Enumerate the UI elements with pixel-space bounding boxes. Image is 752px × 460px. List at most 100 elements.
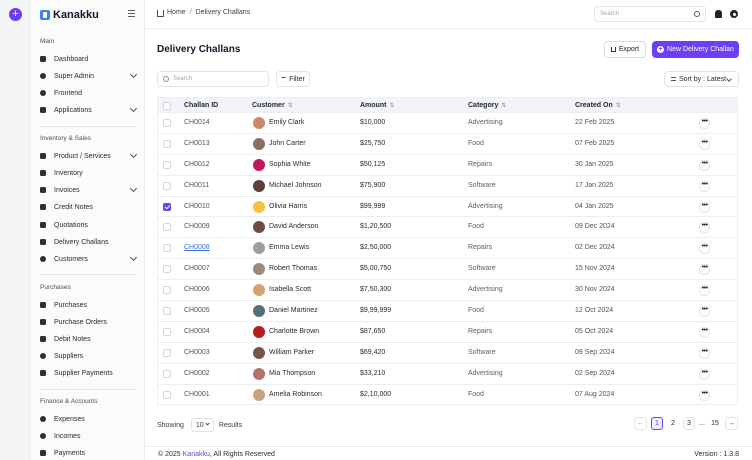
sidebar-item-invoices[interactable]: Invoices	[40, 183, 138, 197]
row-actions-button[interactable]: •••	[699, 201, 710, 213]
row-actions-button[interactable]: •••	[699, 264, 710, 276]
table-row[interactable]: CH0003 William Parker $69,420 Software 09 Se…	[157, 342, 738, 364]
footer-brand-link[interactable]: Kanakku	[182, 451, 210, 458]
settings-gear-icon[interactable]	[730, 10, 738, 18]
sidebar-item-purchase-orders[interactable]: Purchase Orders	[40, 315, 136, 329]
sidebar-item-applications[interactable]: Applications	[40, 103, 138, 117]
new-delivery-challan-button[interactable]: + New Delivery Challan	[652, 41, 739, 58]
column-category[interactable]: Category ⇅	[468, 102, 507, 109]
sidebar-item-incomes[interactable]: Incomes	[40, 429, 136, 443]
row-checkbox[interactable]	[163, 119, 171, 127]
row-checkbox[interactable]	[163, 369, 171, 378]
notification-bell-icon[interactable]	[715, 10, 722, 18]
export-button[interactable]: Export	[604, 41, 646, 58]
breadcrumb-home[interactable]: Home	[167, 9, 186, 16]
select-all-checkbox[interactable]	[163, 101, 171, 110]
page-3-button[interactable]: 3	[683, 417, 695, 430]
add-icon[interactable]: +	[9, 8, 22, 21]
sidebar-item-product-services[interactable]: Product / Services	[40, 149, 138, 163]
sidebar-item-frontend[interactable]: Frontend	[40, 86, 136, 100]
column-created-on[interactable]: Created On ⇅	[575, 102, 621, 109]
row-checkbox[interactable]	[163, 307, 171, 316]
customer-name[interactable]: Isabella Scott	[269, 286, 312, 294]
table-row[interactable]: CH0002 Mia Thompson $33,210 Advertising 02 S…	[157, 363, 738, 385]
sidebar-item-customers[interactable]: Customers	[40, 252, 138, 266]
menu-toggle-icon[interactable]	[128, 10, 135, 17]
sidebar-item-purchases[interactable]: Purchases	[40, 298, 136, 312]
table-row[interactable]: CH0007 Robert Thomas $5,00,750 Software 15 N…	[157, 259, 738, 281]
filter-button[interactable]: Filter	[276, 71, 310, 87]
table-row[interactable]: CH0004 Charlotte Brown $87,650 Repairs 05 Oc…	[157, 321, 738, 343]
row-actions-button[interactable]: •••	[699, 306, 710, 318]
sidebar-item-credit-notes[interactable]: Credit Notes	[40, 200, 136, 214]
customer-name[interactable]: Amelia Robinson	[269, 390, 322, 398]
row-actions-button[interactable]: •••	[699, 347, 710, 359]
sidebar-item-inventory[interactable]: Inventory	[40, 166, 136, 180]
row-checkbox[interactable]	[163, 202, 171, 211]
row-actions-button[interactable]: •••	[699, 389, 710, 401]
row-checkbox[interactable]	[163, 390, 171, 399]
row-actions-button[interactable]: •••	[699, 368, 710, 380]
sidebar-item-dashboard[interactable]: Dashboard	[40, 52, 136, 66]
per-page-select[interactable]: 10	[190, 418, 214, 432]
row-checkbox[interactable]	[163, 139, 171, 148]
row-checkbox[interactable]	[163, 160, 171, 169]
home-icon[interactable]	[157, 10, 164, 17]
table-row[interactable]: CH0001 Amelia Robinson $2,10,000 Food 07 Aug…	[157, 384, 738, 406]
row-checkbox[interactable]	[163, 265, 171, 274]
column-amount[interactable]: Amount ⇅	[360, 102, 395, 109]
page-2-button[interactable]: 2	[671, 420, 675, 427]
table-row[interactable]: CH0010 Olivia Harris $99,999 Advertising 04 …	[157, 196, 738, 218]
row-actions-button[interactable]: •••	[699, 326, 710, 338]
customer-name[interactable]: Olivia Harris	[269, 202, 308, 210]
row-actions-button[interactable]: •••	[699, 118, 710, 129]
row-checkbox[interactable]	[163, 286, 171, 295]
brand-logo[interactable]: Kanakku	[40, 8, 99, 22]
row-actions-button[interactable]: •••	[699, 285, 710, 297]
page-1-button[interactable]: 1	[651, 417, 663, 430]
table-row[interactable]: CH0011 Michael Johnson $75,900 Software 17 J…	[157, 175, 738, 197]
global-search-input[interactable]: Search	[594, 6, 706, 22]
sidebar-item-super-admin[interactable]: Super Admin	[40, 69, 138, 83]
sidebar-item-supplier-payments[interactable]: Supplier Payments	[40, 366, 136, 380]
sidebar-item-delivery-challans[interactable]: Delivery Challans	[40, 235, 136, 249]
sidebar-item-quotations[interactable]: Quotations	[40, 218, 136, 232]
table-row[interactable]: CH0009 David Anderson $1,20,500 Food 09 Dec …	[157, 217, 738, 239]
customer-name[interactable]: David Anderson	[269, 223, 319, 231]
table-row[interactable]: CH0012 Sophia White $50,125 Repairs 30 Jan 2…	[157, 154, 738, 176]
row-actions-button[interactable]: •••	[699, 138, 710, 150]
row-actions-button[interactable]: •••	[699, 159, 710, 171]
column-challan-id[interactable]: Challan ID	[184, 102, 219, 109]
row-checkbox[interactable]	[163, 348, 171, 357]
column-customer[interactable]: Customer ⇅	[252, 102, 293, 109]
customer-name[interactable]: William Parker	[269, 348, 315, 356]
challan-id[interactable]: CH0008	[184, 244, 210, 252]
table-row[interactable]: CH0005 Daniel Martinez $9,99,999 Food 12 Oct…	[157, 301, 738, 322]
table-row[interactable]: CH0013 John Carter $25,750 Food 07 Feb 2025 •…	[157, 133, 738, 155]
customer-name[interactable]: Emily Clark	[269, 119, 305, 126]
customer-name[interactable]: Robert Thomas	[269, 265, 318, 273]
customer-name[interactable]: Michael Johnson	[269, 181, 322, 189]
table-row[interactable]: CH0008 Emma Lewis $2,50,000 Repairs 02 Dec 2…	[157, 238, 738, 260]
row-checkbox[interactable]	[163, 181, 171, 190]
sidebar-item-debit-notes[interactable]: Debit Notes	[40, 332, 136, 346]
row-checkbox[interactable]	[163, 223, 171, 232]
table-row[interactable]: CH0006 Isabella Scott $7,50,300 Advertising…	[157, 280, 738, 302]
row-checkbox[interactable]	[163, 327, 171, 336]
row-actions-button[interactable]: •••	[699, 222, 710, 234]
customer-name[interactable]: Emma Lewis	[269, 244, 310, 252]
row-actions-button[interactable]: •••	[699, 243, 710, 255]
sort-by-dropdown[interactable]: Sort by : Latest	[664, 71, 739, 87]
row-actions-button[interactable]: •••	[699, 180, 710, 192]
sidebar-item-suppliers[interactable]: Suppliers	[40, 349, 136, 363]
page-15-button[interactable]: 15	[711, 420, 719, 427]
table-search-input[interactable]: Search	[157, 71, 269, 87]
customer-name[interactable]: John Carter	[269, 139, 306, 147]
customer-name[interactable]: Mia Thompson	[269, 369, 316, 377]
customer-name[interactable]: Charlotte Brown	[269, 327, 320, 335]
next-page-button[interactable]: →	[725, 417, 738, 430]
table-row[interactable]: CH0014 Emily Clark $10,000 Advertising 22 Fe…	[157, 113, 738, 134]
sidebar-item-payments[interactable]: Payments	[40, 446, 136, 460]
row-checkbox[interactable]	[163, 244, 171, 253]
prev-page-button[interactable]: ←	[634, 417, 647, 430]
